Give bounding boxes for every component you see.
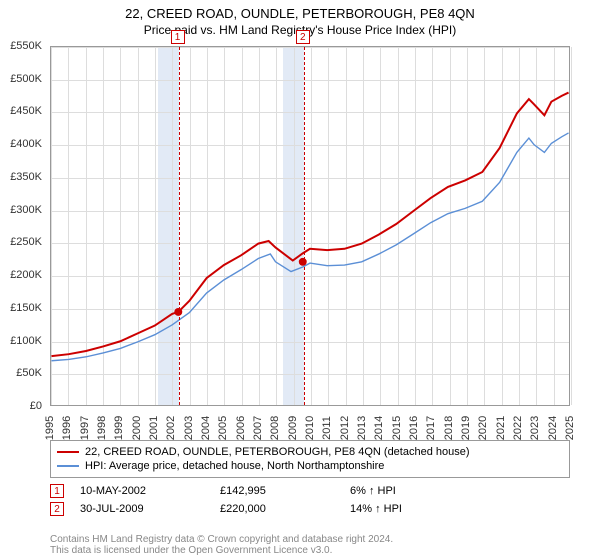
x-axis-label: 2018 — [443, 416, 455, 440]
x-axis-label: 1995 — [44, 416, 56, 440]
legend-box: 22, CREED ROAD, OUNDLE, PETERBOROUGH, PE… — [50, 440, 570, 478]
legend-swatch — [57, 465, 79, 467]
y-axis-label: £500K — [0, 73, 46, 85]
x-axis-label: 2023 — [529, 416, 541, 440]
x-axis-label: 2011 — [321, 416, 333, 440]
y-axis-label: £200K — [0, 269, 46, 281]
y-axis-label: £50K — [0, 367, 46, 379]
x-axis-label: 2012 — [339, 416, 351, 440]
page-root: 22, CREED ROAD, OUNDLE, PETERBOROUGH, PE… — [0, 0, 600, 560]
x-axis-label: 2003 — [183, 416, 195, 440]
sale-hpi: 14% ↑ HPI — [350, 503, 570, 515]
legend-item: 22, CREED ROAD, OUNDLE, PETERBOROUGH, PE… — [57, 445, 563, 459]
x-axis-label: 2013 — [356, 416, 368, 440]
y-axis-label: £100K — [0, 335, 46, 347]
x-axis-label: 2021 — [495, 416, 507, 440]
sale-price: £142,995 — [220, 485, 340, 497]
x-axis-label: 2022 — [512, 416, 524, 440]
y-axis-label: £300K — [0, 204, 46, 216]
chart-title: 22, CREED ROAD, OUNDLE, PETERBOROUGH, PE… — [0, 0, 600, 21]
legend-item: HPI: Average price, detached house, Nort… — [57, 459, 563, 473]
y-axis-label: £400K — [0, 138, 46, 150]
chart-svg — [51, 47, 569, 405]
sale-row: 1 10-MAY-2002 £142,995 6% ↑ HPI — [50, 482, 570, 500]
x-axis-label: 1997 — [79, 416, 91, 440]
x-axis-label: 2007 — [252, 416, 264, 440]
sale-marker-line — [304, 47, 305, 405]
sale-hpi: 6% ↑ HPI — [350, 485, 570, 497]
credits-line: Contains HM Land Registry data © Crown c… — [50, 534, 570, 545]
series-property — [51, 93, 568, 357]
x-axis-label: 2010 — [304, 416, 316, 440]
x-axis-label: 2005 — [217, 416, 229, 440]
x-axis-label: 1998 — [96, 416, 108, 440]
x-axis-label: 2020 — [477, 416, 489, 440]
sale-marker-line — [179, 47, 180, 405]
chart-plot-area — [50, 46, 570, 406]
x-axis-label: 2009 — [287, 416, 299, 440]
legend-swatch — [57, 451, 79, 453]
x-axis-label: 2024 — [547, 416, 559, 440]
x-axis-label: 2016 — [408, 416, 420, 440]
gridline-vertical — [571, 47, 572, 405]
sale-row: 2 30-JUL-2009 £220,000 14% ↑ HPI — [50, 500, 570, 518]
sale-marker-box: 2 — [296, 30, 310, 44]
sale-date: 10-MAY-2002 — [80, 485, 210, 497]
y-axis-label: £250K — [0, 236, 46, 248]
sale-date: 30-JUL-2009 — [80, 503, 210, 515]
x-axis-label: 2015 — [391, 416, 403, 440]
x-axis-label: 2025 — [564, 416, 576, 440]
credits: Contains HM Land Registry data © Crown c… — [50, 534, 570, 556]
y-axis-label: £550K — [0, 40, 46, 52]
series-hpi — [51, 133, 568, 361]
x-axis-label: 2014 — [373, 416, 385, 440]
x-axis-label: 2006 — [235, 416, 247, 440]
credits-line: This data is licensed under the Open Gov… — [50, 545, 570, 556]
sale-marker-box: 1 — [171, 30, 185, 44]
legend-label: HPI: Average price, detached house, Nort… — [85, 460, 384, 472]
x-axis-label: 2001 — [148, 416, 160, 440]
sales-table: 1 10-MAY-2002 £142,995 6% ↑ HPI 2 30-JUL-2009… — [50, 482, 570, 518]
x-axis-label: 1996 — [61, 416, 73, 440]
x-axis-label: 2008 — [269, 416, 281, 440]
x-axis-label: 2002 — [165, 416, 177, 440]
y-axis-label: £350K — [0, 171, 46, 183]
x-axis-label: 2000 — [131, 416, 143, 440]
y-axis-label: £150K — [0, 302, 46, 314]
sale-row-marker: 1 — [50, 484, 64, 498]
x-axis-label: 1999 — [113, 416, 125, 440]
y-axis-label: £450K — [0, 105, 46, 117]
sale-row-marker: 2 — [50, 502, 64, 516]
sale-price: £220,000 — [220, 503, 340, 515]
x-axis-label: 2017 — [425, 416, 437, 440]
legend-label: 22, CREED ROAD, OUNDLE, PETERBOROUGH, PE… — [85, 446, 470, 458]
x-axis-label: 2004 — [200, 416, 212, 440]
x-axis-label: 2019 — [460, 416, 472, 440]
y-axis-label: £0 — [0, 400, 46, 412]
